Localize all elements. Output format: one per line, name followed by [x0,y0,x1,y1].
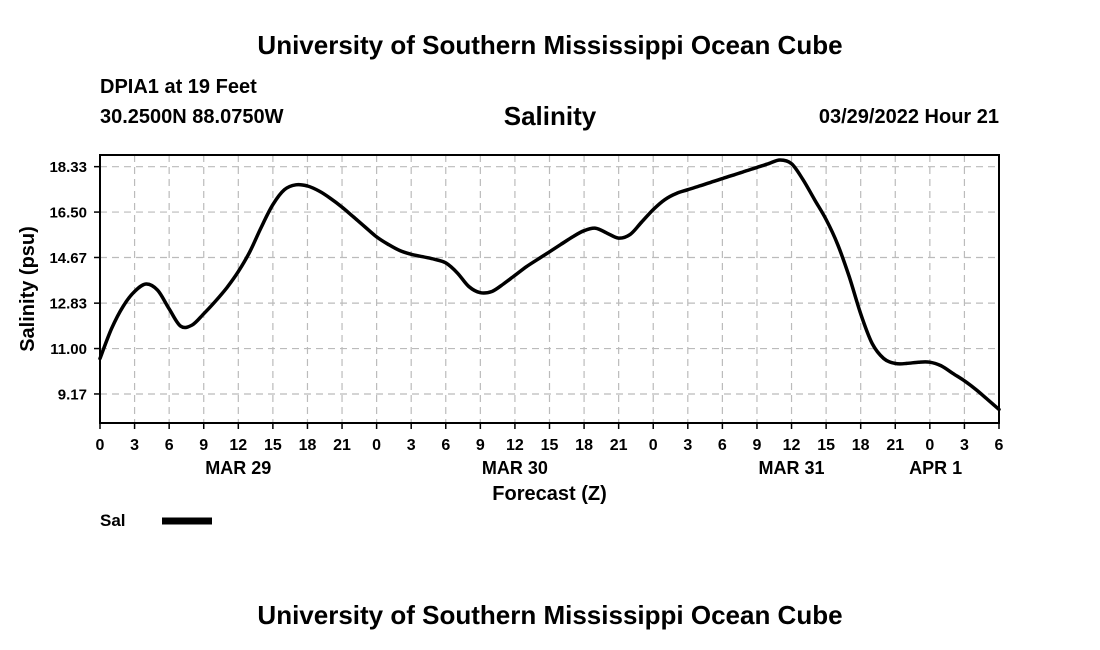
x-tick-label: 9 [476,437,485,454]
x-tick-label: 0 [372,437,381,454]
date-label: MAR 29 [205,458,271,478]
x-tick-label: 6 [718,437,727,454]
x-tick-label: 9 [199,437,208,454]
x-tick-label: 12 [783,437,801,454]
y-tick-label: 11.00 [50,341,87,358]
page-title: University of Southern Mississippi Ocean… [257,30,843,60]
y-tick-label: 12.83 [49,296,87,313]
date-label: MAR 31 [759,458,825,478]
series-layer [98,158,1001,412]
x-tick-label: 18 [852,437,870,454]
x-tick-label: 21 [886,437,904,454]
axis-labels: 0 3 6 9 12 15 18 21 0 3 6 9 12 15 18 21 0 3 6 9 12 15 18 21 0 3 6 9… [17,159,1004,505]
x-tick-label: 21 [333,437,351,454]
salinity-chart: 0 3 6 9 12 15 18 21 0 3 6 9 12 15 18 21 0 3 6 9 12 15 18 21 0 3 6 9… [17,154,1004,530]
legend: Sal [100,511,212,530]
footer-title: University of Southern Mississippi Ocean… [257,600,843,630]
x-tick-label: 0 [649,437,658,454]
x-axis-title: Forecast (Z) [492,483,606,505]
x-tick-label: 12 [506,437,524,454]
date-label: MAR 30 [482,458,548,478]
y-tick-label: 16.50 [49,205,87,222]
x-tick-label: 21 [610,437,628,454]
legend-label: Sal [100,511,126,530]
y-axis-title: Salinity (psu) [17,226,39,352]
x-tick-label: 3 [407,437,416,454]
x-tick-label: 6 [441,437,450,454]
x-tick-label: 15 [264,437,282,454]
x-tick-label: 3 [130,437,139,454]
x-tick-label: 15 [817,437,835,454]
variable-title: Salinity [503,101,597,131]
x-tick-label: 0 [96,437,105,454]
x-tick-label: 0 [925,437,934,454]
date-label: APR 1 [909,458,962,478]
x-tick-label: 12 [229,437,247,454]
plot-frame [99,154,1000,424]
x-tick-label: 6 [165,437,174,454]
grid [100,155,999,423]
x-tick-label: 15 [541,437,559,454]
coordinates-label: 30.2500N 88.0750W [100,106,284,128]
x-tick-label: 9 [753,437,762,454]
axis-ticks [94,165,1000,429]
series-line-sal [98,158,1001,412]
y-tick-label: 9.17 [58,386,87,403]
x-tick-label: 18 [575,437,593,454]
station-label: DPIA1 at 19 Feet [100,76,257,98]
x-tick-label: 3 [683,437,692,454]
x-tick-label: 3 [960,437,969,454]
x-tick-label: 6 [995,437,1004,454]
y-tick-label: 14.67 [49,250,87,267]
y-tick-label: 18.33 [49,159,87,176]
x-tick-label: 18 [299,437,317,454]
timestamp-label: 03/29/2022 Hour 21 [818,106,999,128]
